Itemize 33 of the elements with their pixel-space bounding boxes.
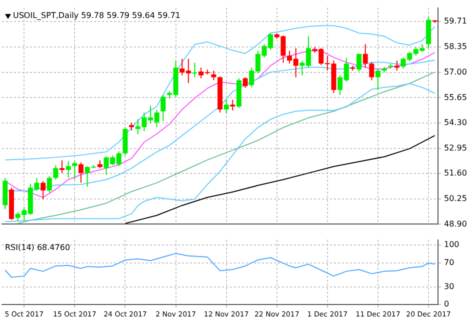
candlestick xyxy=(53,164,58,180)
y-tick-label: 100 xyxy=(444,240,460,250)
candlestick xyxy=(192,62,198,78)
y-tick-label: 57.00 xyxy=(444,68,467,77)
chart-title: RSI(14) 68.4760 xyxy=(5,242,70,252)
candlestick xyxy=(362,44,368,68)
candlestick xyxy=(46,175,52,194)
y-tick-label: 30 xyxy=(444,282,454,291)
chart-title: USOIL_SPT,Daily 59.78 59.79 59.64 59.71 xyxy=(13,10,180,20)
y-tick-label: 51.60 xyxy=(444,168,467,178)
candlestick xyxy=(375,68,380,91)
candlestick xyxy=(211,70,216,81)
y-tick-label: 55.65 xyxy=(444,92,467,102)
y-tick-label: 58.35 xyxy=(444,42,467,52)
candlestick xyxy=(224,99,229,114)
y-tick-label: 59.71 xyxy=(444,16,467,26)
y-tick-label: 70 xyxy=(444,258,454,268)
candlestick xyxy=(160,94,166,122)
candlestick xyxy=(66,160,71,178)
candlestick xyxy=(60,160,65,174)
candlestick xyxy=(40,180,46,200)
y-tick-label: 0 xyxy=(444,300,450,309)
candlestick xyxy=(394,60,400,72)
y-tick-label: 52.95 xyxy=(444,143,467,152)
candlestick xyxy=(242,76,248,88)
candlestick xyxy=(356,53,362,72)
y-tick-label: 48.90 xyxy=(444,219,467,228)
candlestick xyxy=(369,62,374,81)
candlestick xyxy=(78,162,84,184)
y-tick-label: 50.25 xyxy=(444,194,467,203)
y-tick-label: 54.30 xyxy=(444,118,467,128)
candlestick xyxy=(72,160,78,180)
candlestick xyxy=(230,99,236,111)
